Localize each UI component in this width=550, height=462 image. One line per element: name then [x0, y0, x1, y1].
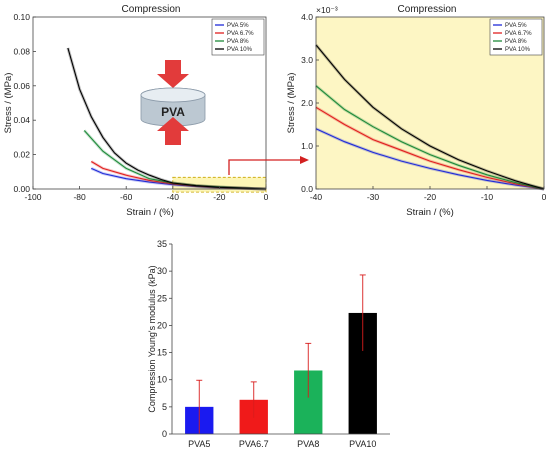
b-legend-label-2: PVA 8% [505, 39, 527, 45]
panel-b-series-group [314, 43, 545, 191]
a-legend-label-1: PVA 6.7% [227, 31, 254, 37]
a-ytick-label: 0.08 [13, 46, 30, 56]
bar-ytick-label: 35 [157, 239, 167, 249]
bar-ytick-label: 20 [157, 320, 167, 330]
panel-c-y-ticks: 0 5 10 15 20 25 30 35 [157, 239, 172, 439]
b-ytick-label: 4.0 [301, 12, 313, 22]
bar-ytick-label: 25 [157, 293, 167, 303]
b-series-line-2 [315, 85, 545, 190]
panel-b: Compression 0.0 1.0 2.0 3.0 4.0 -40 -30 -20 -10… [286, 4, 547, 218]
bar-ytick-label: 5 [162, 402, 167, 412]
bar-ytick-label: 15 [157, 348, 167, 358]
panel-b-legend: PVA 5% PVA 6.7% PVA 8% PVA 10% [489, 18, 543, 56]
panel-c: 0 5 10 15 20 25 30 35 PVA5 PVA6.7 PVA8 PVA10 Compr… [147, 239, 390, 449]
a-xtick-label: -20 [213, 192, 226, 202]
panel-a-frame [32, 16, 267, 190]
bar-ytick-label: 30 [157, 266, 167, 276]
compression-arrow-bottom-icon [157, 117, 189, 145]
pva-sample-illustration: PVA [140, 60, 206, 145]
panel-a: Compression 0.00 0.02 0.04 0.06 0.08 0.10 -10… [3, 4, 269, 218]
b-ytick-label: 3.0 [301, 55, 313, 65]
a-series-line-3 [67, 47, 267, 190]
b-xtick-label: -30 [367, 192, 380, 202]
b-ytick-label: 1.0 [301, 141, 313, 151]
a-xtick-label: -60 [120, 192, 133, 202]
panel-a-xlabel: Strain / (%) [126, 207, 174, 218]
a-legend-label-2: PVA 8% [227, 39, 249, 45]
a-ytick-label: 0.06 [13, 81, 30, 91]
bar-ytick-label: 0 [162, 429, 167, 439]
b-series-line-1 [315, 106, 545, 190]
a-xtick-label: 0 [264, 192, 269, 202]
panel-b-x-ticks: -40 -30 -20 -10 0 [310, 186, 547, 202]
a-xtick-label: -80 [73, 192, 86, 202]
panel-c-x-ticks: PVA5 PVA6.7 PVA8 PVA10 [188, 439, 376, 449]
bar-ytick-label: 10 [157, 375, 167, 385]
panel-b-y-multiplier: ×10⁻³ [316, 5, 338, 15]
panel-a-x-ticks: -100 -80 -60 -40 -20 0 [24, 186, 269, 202]
b-legend-label-3: PVA 10% [505, 47, 531, 53]
panel-c-ylabel: Compression Young's modulus (kPa) [147, 265, 157, 412]
panel-b-title: Compression [398, 4, 457, 15]
b-series-line-3 [315, 44, 545, 190]
b-xtick-label: -40 [310, 192, 323, 202]
panel-b-y-ticks: 0.0 1.0 2.0 3.0 4.0 [301, 12, 319, 194]
a-legend-label-0: PVA 5% [227, 23, 249, 29]
b-ytick-label: 0.0 [301, 184, 313, 194]
b-legend-label-0: PVA 5% [505, 23, 527, 29]
bar-category-label: PVA8 [297, 439, 319, 449]
panel-b-ylabel: Stress / (MPa) [286, 73, 297, 134]
panel-a-series-group [66, 47, 267, 191]
pva-sample-label: PVA [161, 105, 185, 119]
b-xtick-label: -10 [481, 192, 494, 202]
bar-category-label: PVA10 [349, 439, 376, 449]
zoom-connector-arrow-icon [228, 156, 309, 175]
b-ytick-label: 2.0 [301, 98, 313, 108]
a-legend-label-3: PVA 10% [227, 47, 253, 53]
panel-c-bars-group [185, 274, 377, 434]
b-legend-label-1: PVA 6.7% [505, 31, 532, 37]
bar-category-label: PVA5 [188, 439, 210, 449]
a-ytick-label: 0.00 [13, 184, 30, 194]
bar-category-label: PVA6.7 [239, 439, 269, 449]
a-ytick-label: 0.10 [13, 12, 30, 22]
panel-a-y-ticks: 0.00 0.02 0.04 0.06 0.08 0.10 [13, 12, 36, 194]
b-xtick-label: 0 [542, 192, 547, 202]
panel-a-ylabel: Stress / (MPa) [3, 73, 14, 134]
a-ytick-label: 0.04 [13, 115, 30, 125]
panel-a-title: Compression [122, 4, 181, 15]
compression-arrow-top-icon [157, 60, 189, 88]
panel-a-legend: PVA 5% PVA 6.7% PVA 8% PVA 10% [211, 18, 265, 56]
b-series-line-0 [315, 128, 545, 190]
panel-b-xlabel: Strain / (%) [406, 207, 454, 218]
a-xtick-label: -100 [24, 192, 41, 202]
a-xtick-label: -40 [167, 192, 180, 202]
a-ytick-label: 0.02 [13, 150, 30, 160]
b-xtick-label: -20 [424, 192, 437, 202]
